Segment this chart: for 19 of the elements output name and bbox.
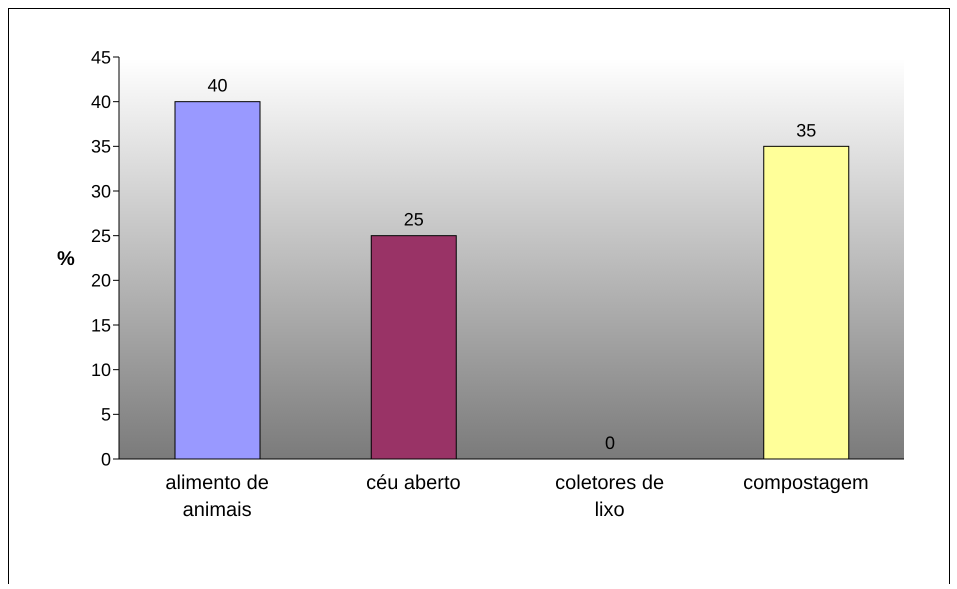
data-label: 40 — [207, 76, 228, 96]
y-axis-title: % — [57, 248, 75, 270]
y-tick-label: 5 — [100, 404, 111, 425]
data-label: 0 — [604, 433, 616, 453]
y-tick-label: 45 — [90, 47, 111, 68]
data-label: 35 — [796, 120, 816, 140]
y-tick-label: 10 — [90, 360, 111, 380]
y-tick-label: 20 — [90, 270, 111, 291]
x-tick-label: compostagem — [743, 472, 869, 494]
x-tick-label: alimento de animais — [165, 472, 269, 521]
y-tick-label: 25 — [90, 226, 111, 246]
y-tick-label: 40 — [90, 92, 111, 112]
data-label: 25 — [404, 210, 424, 230]
x-tick-label: céu aberto — [366, 472, 461, 494]
y-tick-label: 30 — [90, 181, 111, 202]
y-tick-label: 15 — [90, 315, 111, 336]
y-tick-label: 35 — [90, 136, 111, 157]
y-tick-label: 0 — [100, 449, 111, 470]
x-tick-label: coletores de lixo — [555, 472, 664, 521]
